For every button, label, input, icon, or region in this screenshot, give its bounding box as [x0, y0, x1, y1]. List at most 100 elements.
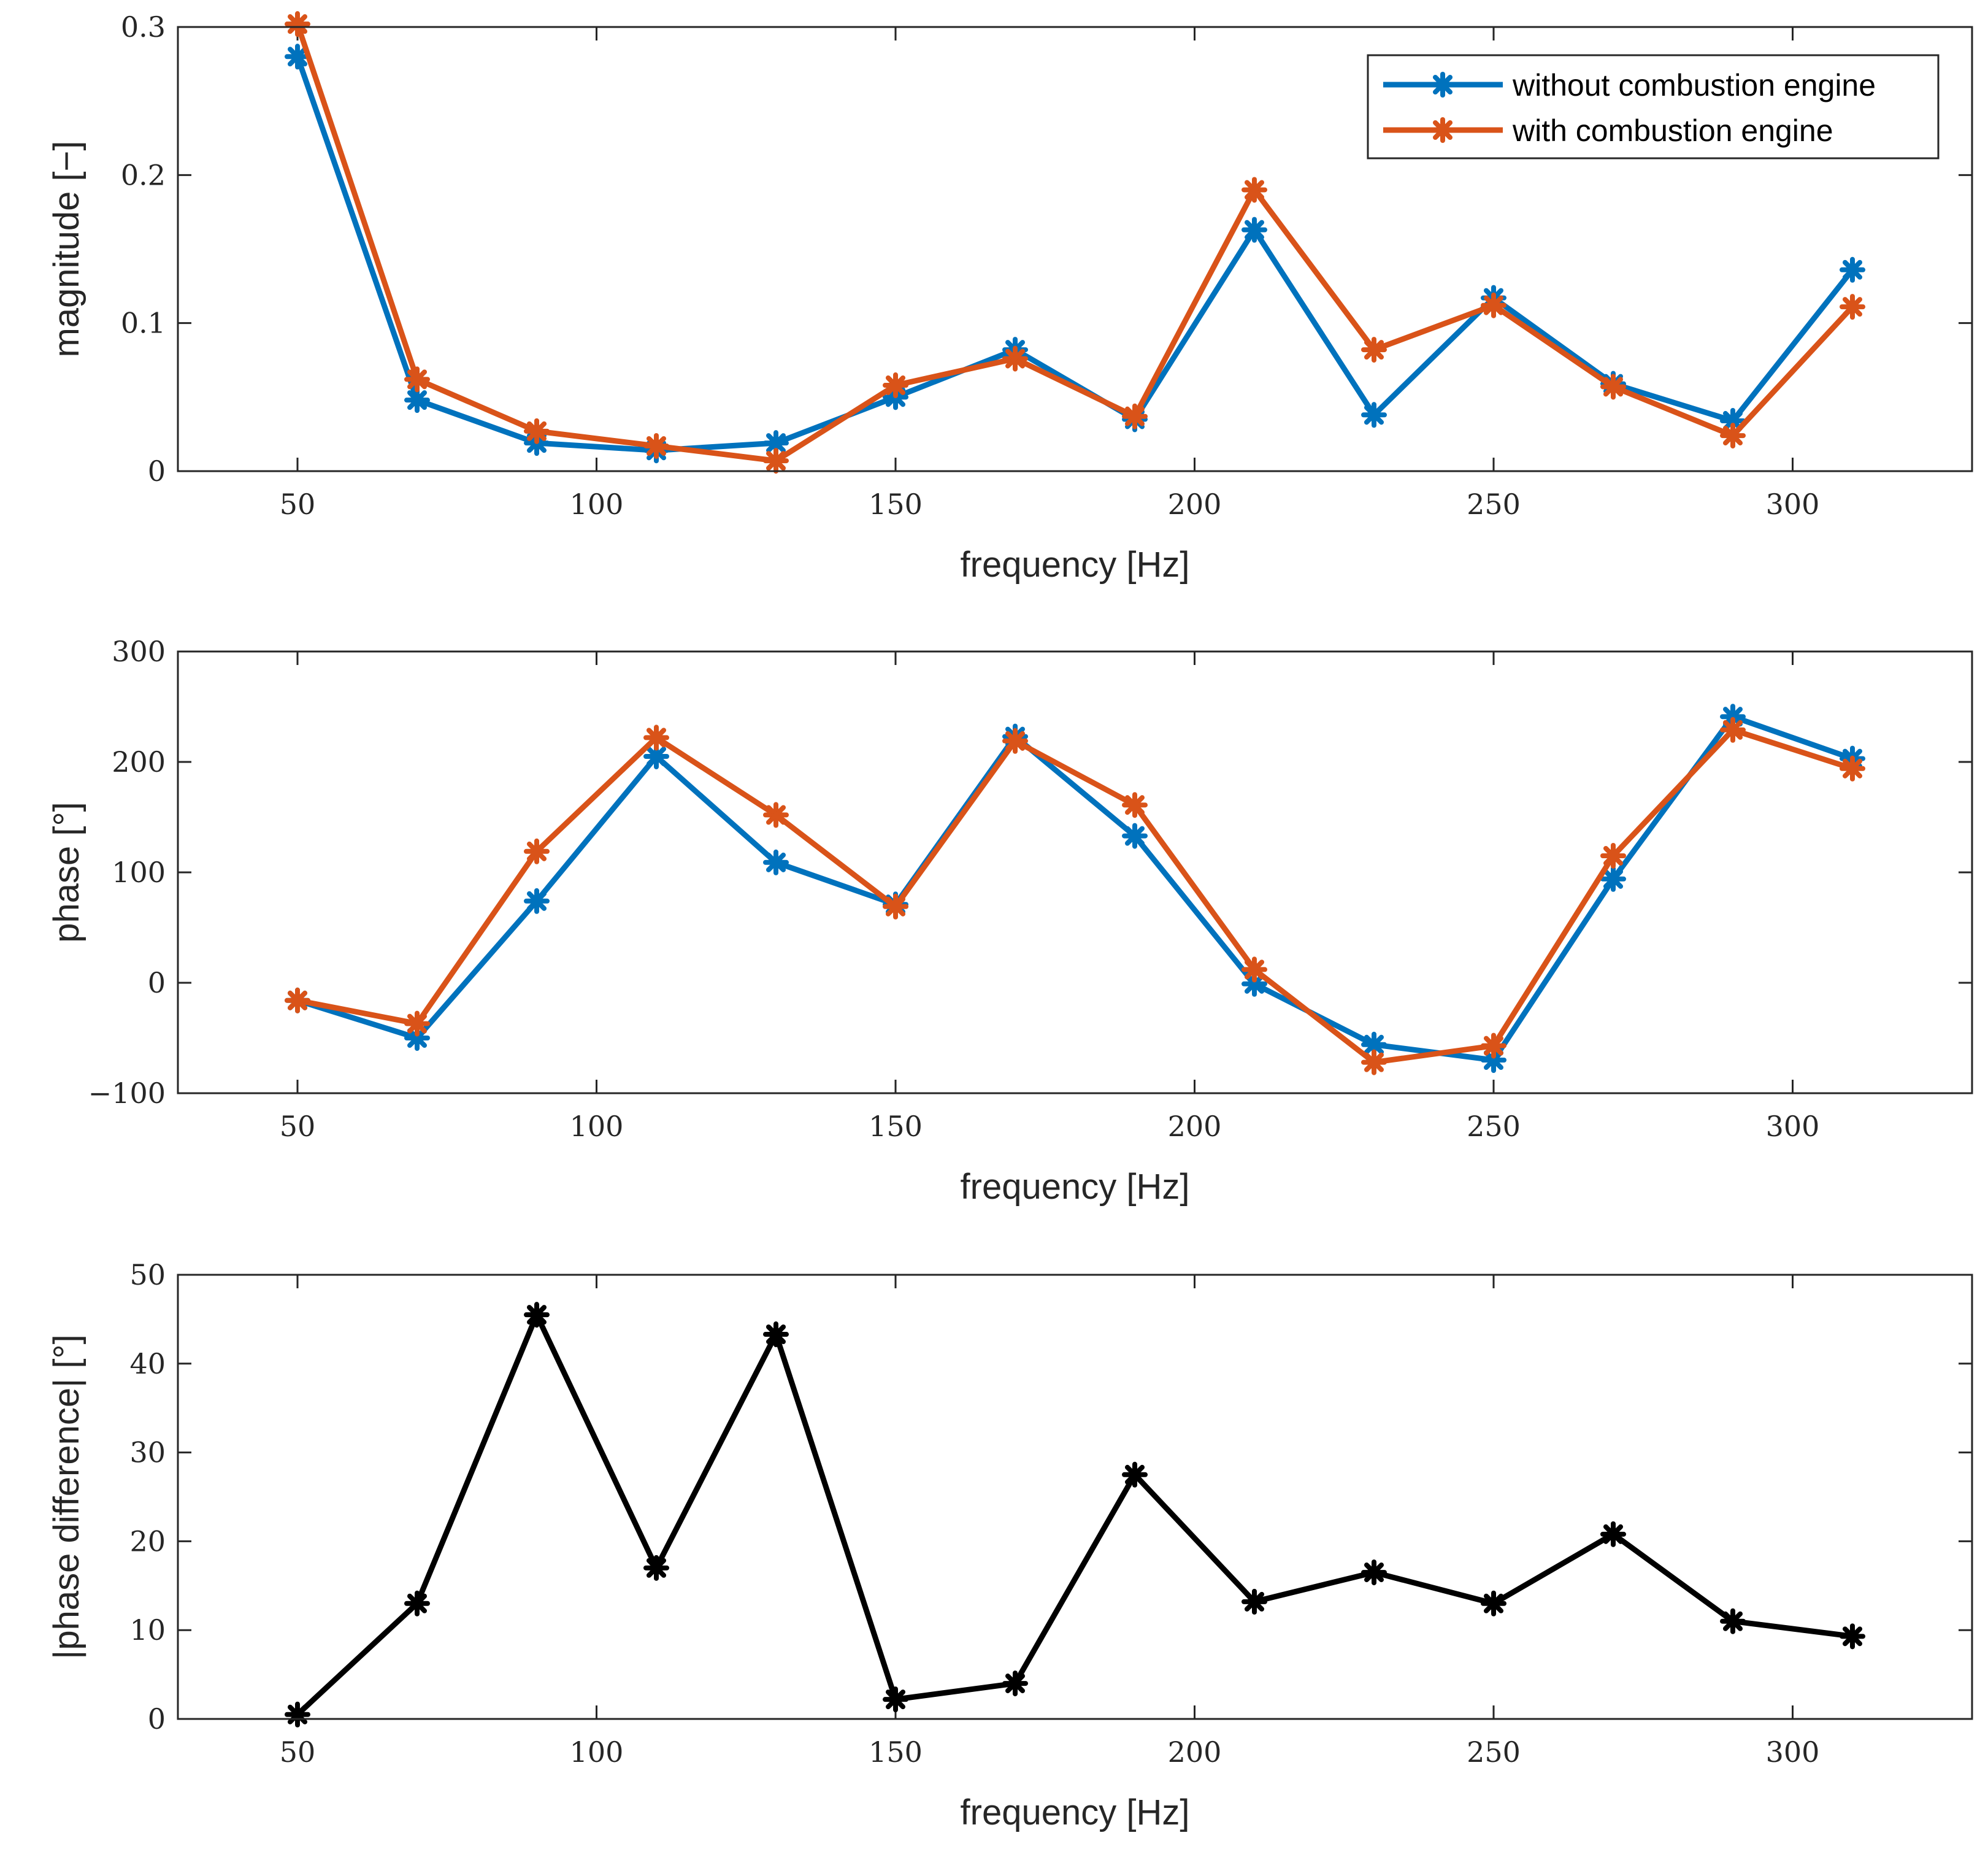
magnitude-y-axis-label: magnitude [−]: [47, 140, 86, 357]
magnitude-x-tick-label: 150: [869, 488, 923, 521]
magnitude-y-tick-label: 0: [148, 455, 166, 488]
phase-difference-data-point: [1242, 1588, 1267, 1615]
phase-difference-x-tick-label: 100: [570, 1736, 624, 1769]
phase-difference-x-tick-label: 200: [1168, 1736, 1222, 1769]
phase-chart: 50 100 150 200 250 300 −100 0 100 200 300 frequenc…: [47, 635, 1973, 1207]
magnitude-data-point: [285, 44, 310, 70]
phase-data-point: [763, 849, 789, 875]
phase-x-tick-label: 150: [869, 1110, 923, 1143]
phase-data-point: [1720, 717, 1746, 743]
phase-difference-y-tick-label: 40: [129, 1347, 166, 1380]
magnitude-data-point: [643, 432, 669, 459]
phase-x-tick-label: 100: [570, 1110, 624, 1143]
phase-difference-x-tick-label: 300: [1766, 1736, 1820, 1769]
phase-data-point: [1481, 1032, 1506, 1059]
phase-difference-series-line-0: [295, 1312, 1853, 1717]
magnitude-x-tick-label: 200: [1168, 488, 1222, 521]
phase-difference-data-point: [285, 1701, 310, 1728]
phase-difference-data-point: [1720, 1608, 1746, 1634]
phase-data-point: [1122, 823, 1148, 849]
magnitude-data-point: [1122, 403, 1148, 429]
phase-difference-x-tick-label: 150: [869, 1736, 923, 1769]
phase-difference-data-point: [763, 1321, 789, 1348]
magnitude-axes-frame: [177, 26, 1973, 472]
magnitude-data-point: [883, 372, 908, 399]
phase-x-tick-label: 250: [1467, 1110, 1521, 1143]
phase-data-point: [285, 987, 310, 1013]
phase-data-point: [524, 888, 550, 914]
magnitude-data-point: [1242, 177, 1267, 203]
phase-series-line-0: [296, 713, 1854, 1063]
phase-axes-frame: [177, 650, 1973, 1094]
phase-difference-y-tick-label: 10: [129, 1613, 166, 1647]
phase-difference-data-point: [1002, 1670, 1028, 1697]
phase-x-tick-label: 50: [280, 1110, 316, 1143]
magnitude-data-point: [763, 448, 789, 474]
phase-difference-y-tick-label: 30: [129, 1436, 166, 1469]
phase-data-point: [883, 893, 908, 920]
phase-data-point: [1600, 843, 1626, 869]
phase-difference-data-point: [643, 1555, 669, 1581]
legend-marker-with-engine: [1430, 117, 1456, 143]
magnitude-data-point: [1002, 345, 1028, 372]
phase-data-point: [404, 1010, 430, 1037]
magnitude-x-tick-label: 250: [1467, 488, 1521, 521]
magnitude-x-tick-label: 50: [280, 488, 316, 521]
phase-difference-x-tick-label: 250: [1467, 1736, 1521, 1769]
phase-difference-chart: 50 100 150 200 250 300 0 10 20 30 40 50 frequency […: [47, 1258, 1973, 1832]
magnitude-x-axis-label: frequency [Hz]: [961, 545, 1190, 585]
phase-x-tick-label: 200: [1168, 1110, 1222, 1143]
phase-difference-data-point: [1122, 1461, 1148, 1488]
magnitude-chart: 50 100 150 200 250 300 0 0.1 0.2 0.3 frequency [H…: [47, 10, 1973, 585]
magnitude-x-tick-label: 300: [1766, 488, 1820, 521]
phase-data-point: [643, 725, 669, 751]
phase-data-point: [524, 838, 550, 864]
phase-difference-data-point: [1481, 1590, 1506, 1616]
phase-data-point: [1242, 956, 1267, 983]
legend-marker-without-engine: [1430, 72, 1456, 98]
phase-difference-y-tick-label: 50: [129, 1258, 166, 1291]
legend-label-without-engine: without combustion engine: [1512, 68, 1876, 102]
magnitude-y-tick-label: 0.3: [121, 10, 166, 44]
phase-y-tick-label: 300: [112, 635, 166, 668]
magnitude-data-point: [404, 387, 430, 413]
phase-data-point: [763, 802, 789, 828]
magnitude-data-point: [1840, 294, 1865, 320]
phase-difference-data-point: [883, 1686, 908, 1713]
magnitude-data-point: [1720, 423, 1746, 449]
magnitude-data-point: [1600, 374, 1626, 400]
phase-data-point: [1122, 792, 1148, 818]
magnitude-series-line-1: [294, 23, 1855, 464]
magnitude-data-point: [1242, 217, 1267, 243]
magnitude-data-point: [1840, 256, 1865, 283]
phase-x-axis-label: frequency [Hz]: [961, 1167, 1190, 1207]
phase-difference-axes-frame: [177, 1274, 1973, 1720]
legend-box: [1367, 54, 1940, 160]
phase-y-tick-label: 100: [112, 856, 166, 889]
legend: without combustion engine with combustio…: [1367, 54, 1940, 160]
phase-difference-y-tick-label: 0: [148, 1702, 166, 1736]
phase-y-tick-label: 0: [148, 966, 166, 999]
magnitude-x-tick-label: 100: [570, 488, 624, 521]
magnitude-y-tick-label: 0.1: [121, 307, 166, 340]
phase-difference-data-point: [1600, 1521, 1626, 1547]
magnitude-data-point: [1361, 337, 1387, 363]
magnitude-data-point: [404, 366, 430, 393]
legend-star-marker: [1430, 72, 1456, 98]
phase-y-axis-label: phase [°]: [47, 802, 86, 943]
phase-difference-y-tick-label: 20: [129, 1524, 166, 1558]
phase-difference-data-point: [404, 1590, 430, 1616]
legend-label-with-engine: with combustion engine: [1512, 113, 1833, 148]
phase-difference-y-axis-label: |phase difference| [°]: [47, 1334, 86, 1659]
magnitude-data-point: [1361, 402, 1387, 428]
phase-difference-x-tick-label: 50: [280, 1736, 316, 1769]
magnitude-data-point: [1481, 292, 1506, 318]
legend-star-marker: [1430, 117, 1456, 143]
phase-y-tick-label: −100: [88, 1077, 166, 1110]
magnitude-data-point: [1720, 407, 1746, 434]
magnitude-data-point: [524, 418, 550, 444]
phase-data-point: [1361, 1049, 1387, 1075]
magnitude-y-tick-label: 0.2: [121, 158, 166, 191]
